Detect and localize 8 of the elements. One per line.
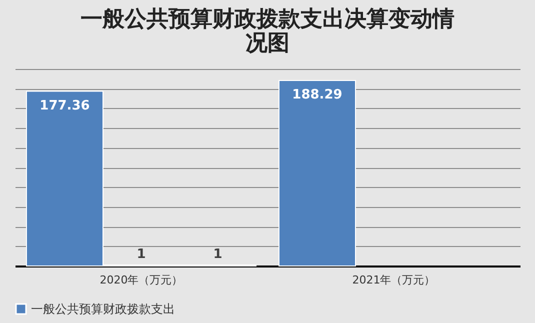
data-label: 188.29	[292, 88, 342, 103]
chart-title: 一般公共预算财政拨款支出决算变动情况图	[80, 6, 454, 56]
legend-label: 一般公共预算财政拨款支出	[31, 302, 175, 316]
data-label: 177.36	[40, 98, 90, 114]
data-label: 1	[213, 247, 222, 262]
data-label: 1	[136, 247, 146, 262]
x-tick-label: 2020年（万元）	[100, 274, 183, 286]
x-tick-label: 2021年（万元）	[352, 274, 436, 286]
